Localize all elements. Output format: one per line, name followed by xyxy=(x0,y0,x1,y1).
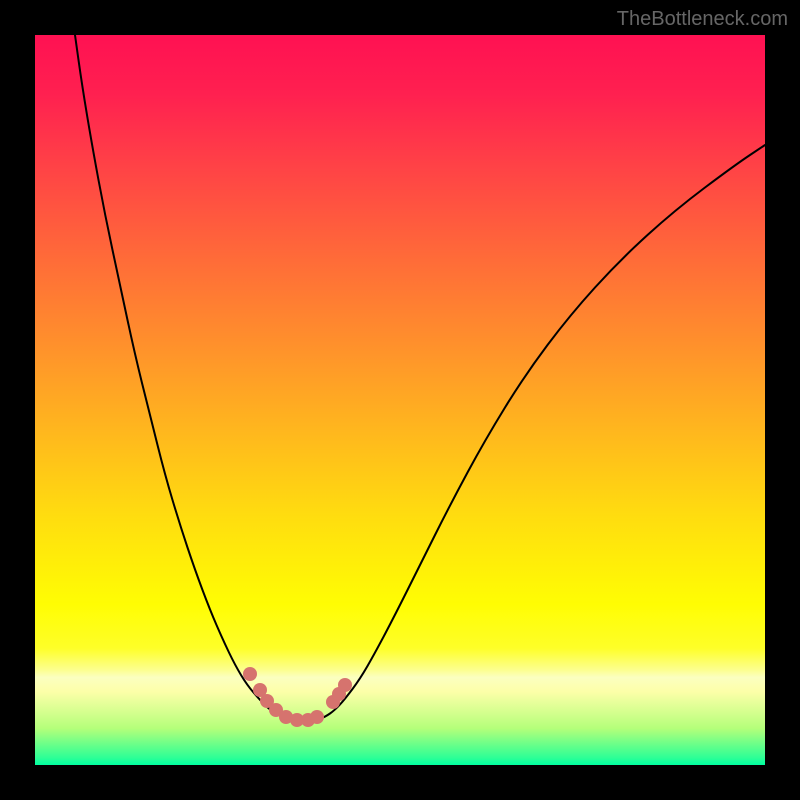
chart-background xyxy=(35,35,765,765)
chart-svg xyxy=(35,35,765,765)
watermark-text: TheBottleneck.com xyxy=(617,8,788,31)
data-marker xyxy=(310,710,324,724)
border-bottom xyxy=(0,765,800,800)
data-marker xyxy=(338,678,352,692)
border-right xyxy=(765,0,800,800)
chart-container: TheBottleneck.com xyxy=(0,0,800,800)
border-left xyxy=(0,0,35,800)
data-marker xyxy=(243,667,257,681)
chart-area xyxy=(35,35,765,765)
